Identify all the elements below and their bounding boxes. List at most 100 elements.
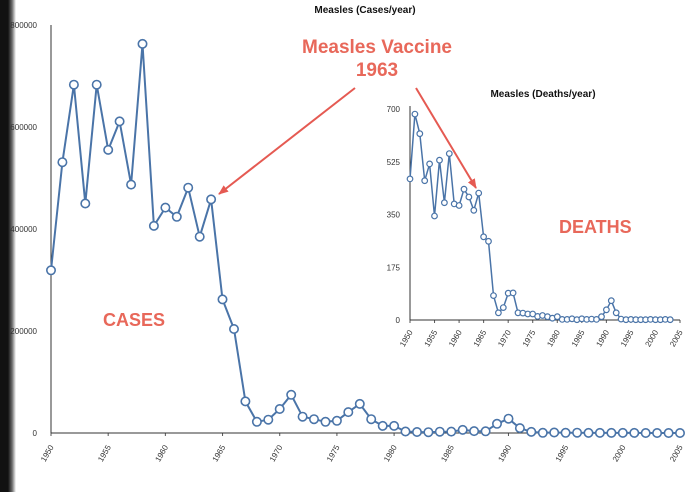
deaths-data-point xyxy=(470,206,478,214)
cases-data-point xyxy=(491,418,502,429)
cases-annotation: CASES xyxy=(103,310,165,330)
cases-data-point xyxy=(514,423,525,434)
cases-series-points xyxy=(45,38,685,438)
cases-data-point xyxy=(91,79,102,90)
cases-data-point xyxy=(217,294,228,305)
cases-data-point xyxy=(480,426,491,437)
deaths-data-point xyxy=(598,313,605,321)
cases-x-tick-label: 1980 xyxy=(382,443,399,463)
deaths-x-tick-label: 2005 xyxy=(668,328,685,348)
cases-x-tick-label: 1950 xyxy=(39,443,56,463)
deaths-x-tick-label: 1965 xyxy=(472,328,489,348)
cases-data-point xyxy=(594,427,605,438)
cases-data-point xyxy=(583,427,594,438)
cases-x-tick-label: 2005 xyxy=(668,443,685,463)
cases-data-point xyxy=(366,414,377,425)
deaths-data-point xyxy=(426,160,434,168)
cases-x-tick-label: 1995 xyxy=(554,443,571,463)
cases-data-point xyxy=(434,426,445,437)
deaths-data-point xyxy=(406,175,414,183)
deaths-data-point xyxy=(485,237,492,245)
cases-data-point xyxy=(206,194,217,205)
cases-data-point xyxy=(537,427,548,438)
cases-data-point xyxy=(45,265,56,276)
cases-data-point xyxy=(308,414,319,425)
cases-y-axis: 800000 600000 400000 200000 0 xyxy=(10,21,37,438)
cases-data-point xyxy=(331,415,342,426)
deaths-y-tick-label: 175 xyxy=(387,263,401,272)
deaths-x-tick-label: 1975 xyxy=(521,328,538,348)
deaths-data-point xyxy=(431,212,438,220)
cases-x-tick-label: 1955 xyxy=(96,443,113,463)
deaths-data-point xyxy=(495,309,502,317)
cases-x-tick-label: 1985 xyxy=(439,443,456,463)
deaths-x-tick-label: 1970 xyxy=(496,328,513,348)
deaths-y-axis: 700 525 350 175 0 xyxy=(387,105,401,325)
deaths-data-point xyxy=(593,316,600,323)
deaths-data-point xyxy=(460,185,468,193)
cases-x-tick-label: 1965 xyxy=(211,443,228,463)
deaths-data-point xyxy=(490,292,497,300)
cases-data-point xyxy=(572,427,583,438)
cases-data-point xyxy=(354,398,365,409)
deaths-data-point xyxy=(416,130,424,138)
cases-data-point xyxy=(652,427,663,438)
deaths-x-tick-label: 1980 xyxy=(545,328,562,348)
cases-data-point xyxy=(103,144,114,155)
deaths-x-axis: 1950 1955 1960 1965 1970 1975 1980 1985 1990 1995… xyxy=(398,320,685,348)
cases-data-point xyxy=(377,420,388,431)
cases-data-point xyxy=(320,416,331,427)
deaths-data-point xyxy=(612,309,620,317)
cases-data-point xyxy=(240,396,251,407)
cases-data-point xyxy=(80,198,91,209)
deaths-data-point xyxy=(445,150,453,158)
cases-data-point xyxy=(343,407,354,418)
cases-x-tick-label: 1960 xyxy=(153,443,170,463)
cases-data-point xyxy=(126,179,137,190)
cases-data-point xyxy=(423,427,434,438)
cases-data-point xyxy=(629,427,640,438)
cases-data-point xyxy=(263,414,274,425)
deaths-annotation: DEATHS xyxy=(559,217,632,237)
vaccine-annotation-line1: Measles Vaccine xyxy=(302,37,452,58)
cases-data-point xyxy=(229,323,240,334)
deaths-data-point xyxy=(603,306,610,314)
deaths-x-tick-label: 1955 xyxy=(423,328,440,348)
cases-y-tick-label: 800000 xyxy=(10,21,37,30)
cases-y-tick-label: 400000 xyxy=(10,225,37,234)
deaths-data-point xyxy=(455,202,463,209)
cases-data-point xyxy=(560,427,571,438)
deaths-x-tick-label: 1950 xyxy=(398,328,415,348)
cases-x-tick-label: 1970 xyxy=(268,443,285,463)
deaths-series-points xyxy=(406,110,674,324)
vaccine-arrow-to-deaths xyxy=(415,87,477,189)
deaths-x-tick-label: 1960 xyxy=(447,328,464,348)
deaths-data-point xyxy=(475,189,483,197)
cases-data-point xyxy=(160,202,171,213)
cases-y-tick-label: 600000 xyxy=(10,123,37,132)
cases-data-point xyxy=(57,157,68,168)
cases-data-point xyxy=(183,182,194,193)
deaths-data-point xyxy=(509,289,517,297)
cases-data-point xyxy=(68,79,79,90)
deaths-x-tick-label: 1985 xyxy=(570,328,587,348)
left-edge-shadow xyxy=(0,0,16,492)
cases-y-tick-label: 0 xyxy=(33,429,38,438)
deaths-data-point xyxy=(436,156,443,164)
cases-data-point xyxy=(137,38,148,49)
cases-data-point xyxy=(194,231,205,242)
cases-x-tick-label: 2000 xyxy=(611,443,628,463)
deaths-y-tick-label: 700 xyxy=(387,105,401,114)
cases-data-point xyxy=(171,211,182,222)
cases-data-point xyxy=(148,220,159,231)
cases-data-point xyxy=(617,427,628,438)
deaths-x-tick-label: 2000 xyxy=(643,328,660,348)
vaccine-annotation-line2: 1963 xyxy=(356,60,398,81)
deaths-chart: Measles (Deaths/year) 700 525 350 175 0 1950… xyxy=(387,89,685,348)
cases-data-point xyxy=(503,413,514,424)
vaccine-arrow-to-cases xyxy=(218,87,356,195)
cases-series-line xyxy=(50,42,680,434)
deaths-data-point xyxy=(411,110,419,118)
cases-data-point xyxy=(286,389,297,400)
